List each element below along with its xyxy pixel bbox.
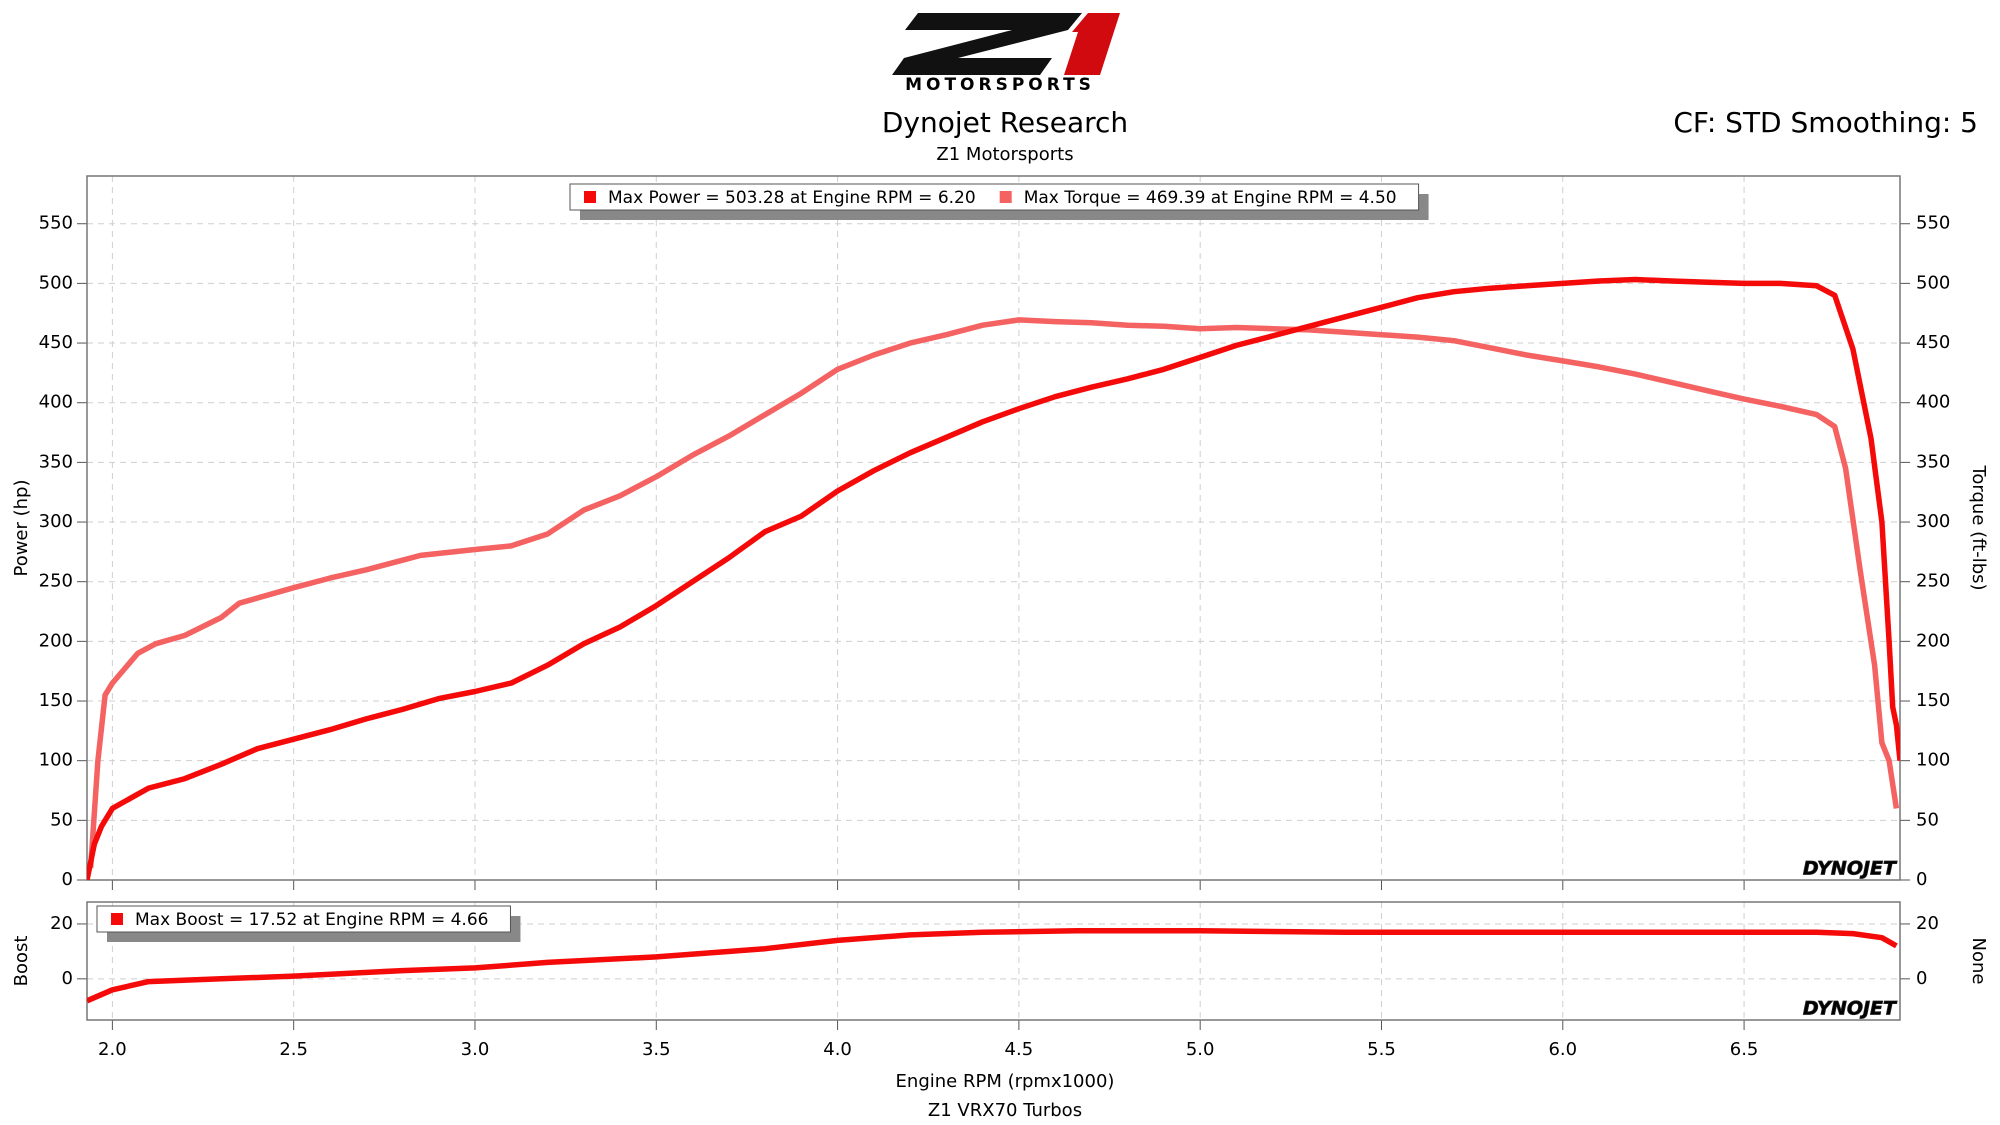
y2-tick-label: 200 [1916,630,1950,651]
y-tick-label: 100 [39,750,73,771]
series-group [87,928,1898,1004]
x-tick-label: 4.0 [823,1039,852,1060]
legend: Max Power = 503.28 at Engine RPM = 6.20 M… [569,183,1429,220]
y2-tick-label: 500 [1916,272,1950,293]
x-tick-label: 3.5 [642,1039,671,1060]
y2-tick-label: 150 [1916,690,1950,711]
y2-tick-label: 20 [1916,913,1939,934]
y-tick-label: 0 [62,869,73,890]
footer: Z1 VRX70 Turbos [928,1100,1082,1121]
series-line [87,276,1900,880]
legend-label: Max Torque = 469.39 at Engine RPM = 4.50 [1024,188,1397,208]
y2-axis-label: Torque (ft-lbs) [1968,464,1989,590]
y2-axis-label: None [1968,938,1989,985]
legend-swatch [111,913,123,925]
y-tick-label: 500 [39,272,73,293]
x-tick-label: 5.0 [1186,1039,1215,1060]
y-tick-label: 20 [50,913,73,934]
plot-frame [86,901,1901,1021]
legend-label: Max Boost = 17.52 at Engine RPM = 4.66 [135,910,488,930]
legend-label: Max Power = 503.28 at Engine RPM = 6.20 [608,188,976,208]
x-tick-label: 4.5 [1005,1039,1034,1060]
y-tick-label: 550 [39,213,73,234]
chart-title: Dynojet Research [882,106,1128,139]
legend-swatch [584,191,596,203]
plot-area [87,176,1900,880]
legend-swatch [999,191,1012,203]
x-tick-label: 2.0 [98,1039,127,1060]
y2-tick-label: 250 [1916,571,1950,592]
series-group [87,276,1900,880]
plot-frame [86,175,1901,881]
series-line [87,317,1900,869]
legend-box [96,905,511,933]
legend-box [569,183,1420,211]
x-tick-label: 5.5 [1367,1039,1396,1060]
x-tick-label: 6.0 [1548,1039,1577,1060]
logo-text: MOTORSPORTS [905,75,1095,95]
watermark: DYNOJET [1803,998,1898,1020]
y2-tick-label: 100 [1916,750,1950,771]
x-tick-label: 6.5 [1730,1039,1759,1060]
y-tick-label: 450 [39,332,73,353]
logo: MOTORSPORTS [892,13,1120,95]
y-tick-label: 50 [50,809,73,830]
y2-tick-label: 550 [1916,213,1950,234]
y2-tick-label: 50 [1916,809,1939,830]
y2-tick-label: 0 [1916,869,1927,890]
y-tick-label: 150 [39,690,73,711]
legend: Max Boost = 17.52 at Engine RPM = 4.66 [96,905,521,942]
logo-one [1064,13,1120,75]
x-tick-label: 2.5 [279,1039,308,1060]
y2-tick-label: 450 [1916,332,1950,353]
y2-tick-label: 350 [1916,451,1950,472]
settings-label: CF: STD Smoothing: 5 [1673,106,1978,139]
chart-subtitle: Z1 Motorsports [936,144,1073,165]
x-axis-label: Engine RPM (rpmx1000) [896,1071,1115,1092]
series-line [87,928,1898,1004]
y-tick-label: 400 [39,392,73,413]
y2-tick-label: 0 [1916,968,1927,989]
y-axis-label: Power (hp) [11,479,32,576]
y-tick-label: 350 [39,451,73,472]
watermark: DYNOJET [1803,858,1898,880]
y2-tick-label: 300 [1916,511,1950,532]
y-tick-label: 300 [39,511,73,532]
y-tick-label: 200 [39,630,73,651]
logo-z [892,13,1082,75]
y-tick-label: 250 [39,571,73,592]
y2-tick-label: 400 [1916,392,1950,413]
y-axis-label: Boost [11,936,32,987]
x-tick-label: 3.0 [461,1039,490,1060]
y-tick-label: 0 [62,968,73,989]
